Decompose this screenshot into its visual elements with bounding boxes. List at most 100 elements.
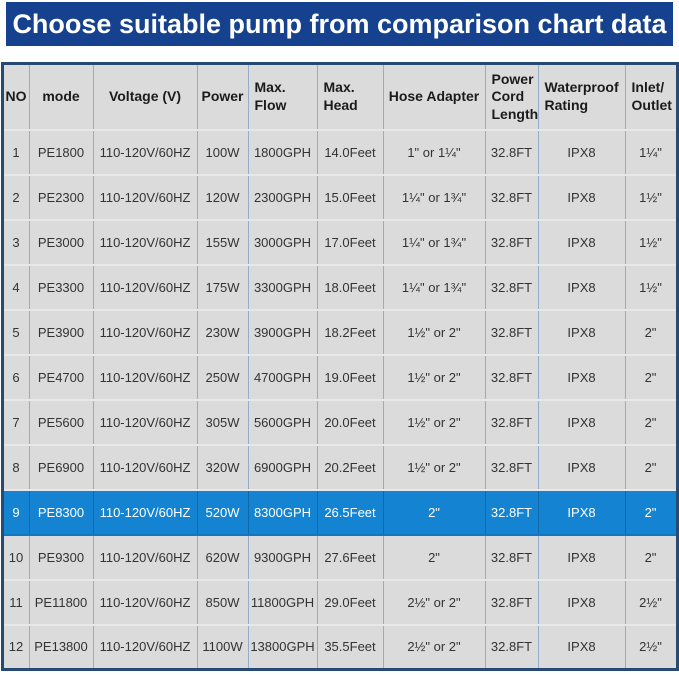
- table-row: 5 PE3900 110-120V/60HZ 230W 3900GPH 18.2…: [1, 308, 678, 356]
- cell-inlet-outlet: 1¼": [624, 128, 678, 176]
- cell-mode: PE3900: [28, 308, 94, 356]
- cell-power: 250W: [196, 353, 249, 401]
- cell-mode: PE3300: [28, 263, 94, 311]
- cell-max-head: 14.0Feet: [316, 128, 384, 176]
- cell-max-flow: 13800GPH: [247, 623, 318, 671]
- cell-power: 155W: [196, 218, 249, 266]
- cell-cord-length: 32.8FT: [484, 398, 539, 446]
- cell-max-head: 27.6Feet: [316, 533, 384, 581]
- cell-cord-length: 32.8FT: [484, 218, 539, 266]
- cell-no: 10: [1, 533, 30, 581]
- cell-power: 175W: [196, 263, 249, 311]
- cell-mode: PE1800: [28, 128, 94, 176]
- cell-waterproof: IPX8: [537, 443, 626, 491]
- cell-max-flow: 3000GPH: [247, 218, 318, 266]
- cell-mode: PE5600: [28, 398, 94, 446]
- col-header-waterproof: Waterproof Rating: [537, 62, 626, 131]
- cell-inlet-outlet: 2": [624, 353, 678, 401]
- cell-no: 12: [1, 623, 30, 671]
- cell-waterproof: IPX8: [537, 578, 626, 626]
- cell-cord-length: 32.8FT: [484, 623, 539, 671]
- cell-max-flow: 8300GPH: [247, 488, 318, 536]
- cell-inlet-outlet: 2": [624, 308, 678, 356]
- cell-inlet-outlet: 1½": [624, 218, 678, 266]
- cell-no: 4: [1, 263, 30, 311]
- cell-mode: PE13800: [28, 623, 94, 671]
- cell-mode: PE8300: [28, 488, 94, 536]
- cell-mode: PE3000: [28, 218, 94, 266]
- cell-voltage: 110-120V/60HZ: [92, 443, 198, 491]
- highlighted-row: 9 PE8300 110-120V/60HZ 520W 8300GPH 26.5…: [1, 488, 678, 536]
- col-header-voltage: Voltage (V): [92, 62, 198, 131]
- cell-max-head: 26.5Feet: [316, 488, 384, 536]
- cell-voltage: 110-120V/60HZ: [92, 353, 198, 401]
- cell-no: 6: [1, 353, 30, 401]
- cell-no: 2: [1, 173, 30, 221]
- table-row: 2 PE2300 110-120V/60HZ 120W 2300GPH 15.0…: [1, 173, 678, 221]
- cell-no: 11: [1, 578, 30, 626]
- cell-inlet-outlet: 2": [624, 443, 678, 491]
- cell-mode: PE11800: [28, 578, 94, 626]
- cell-hose-adapter: 1½" or 2": [382, 308, 486, 356]
- cell-power: 850W: [196, 578, 249, 626]
- col-header-mode: mode: [28, 62, 94, 131]
- cell-inlet-outlet: 1½": [624, 263, 678, 311]
- cell-mode: PE4700: [28, 353, 94, 401]
- cell-waterproof: IPX8: [537, 353, 626, 401]
- cell-waterproof: IPX8: [537, 263, 626, 311]
- pump-comparison-table: NO mode Voltage (V) Power Max. Flow Max.…: [0, 62, 679, 671]
- cell-power: 1100W: [196, 623, 249, 671]
- cell-cord-length: 32.8FT: [484, 263, 539, 311]
- cell-max-head: 15.0Feet: [316, 173, 384, 221]
- cell-max-head: 35.5Feet: [316, 623, 384, 671]
- cell-hose-adapter: 2½" or 2": [382, 578, 486, 626]
- cell-power: 230W: [196, 308, 249, 356]
- cell-power: 620W: [196, 533, 249, 581]
- cell-hose-adapter: 1" or 1¼": [382, 128, 486, 176]
- cell-inlet-outlet: 2": [624, 398, 678, 446]
- cell-cord-length: 32.8FT: [484, 578, 539, 626]
- cell-voltage: 110-120V/60HZ: [92, 398, 198, 446]
- cell-no: 3: [1, 218, 30, 266]
- cell-cord-length: 32.8FT: [484, 533, 539, 581]
- cell-max-flow: 11800GPH: [247, 578, 318, 626]
- table-row: 8 PE6900 110-120V/60HZ 320W 6900GPH 20.2…: [1, 443, 678, 491]
- cell-max-flow: 5600GPH: [247, 398, 318, 446]
- cell-mode: PE9300: [28, 533, 94, 581]
- col-header-cord-length: Power Cord Length: [484, 62, 539, 131]
- cell-max-head: 20.2Feet: [316, 443, 384, 491]
- cell-mode: PE6900: [28, 443, 94, 491]
- cell-cord-length: 32.8FT: [484, 443, 539, 491]
- col-header-hose-adapter: Hose Adapter: [382, 62, 486, 131]
- cell-power: 100W: [196, 128, 249, 176]
- cell-power: 520W: [196, 488, 249, 536]
- cell-no: 8: [1, 443, 30, 491]
- cell-cord-length: 32.8FT: [484, 173, 539, 221]
- table-row: 10 PE9300 110-120V/60HZ 620W 9300GPH 27.…: [1, 533, 678, 581]
- cell-voltage: 110-120V/60HZ: [92, 533, 198, 581]
- cell-max-flow: 1800GPH: [247, 128, 318, 176]
- cell-hose-adapter: 1½" or 2": [382, 398, 486, 446]
- cell-max-head: 17.0Feet: [316, 218, 384, 266]
- table-row: 1 PE1800 110-120V/60HZ 100W 1800GPH 14.0…: [1, 128, 678, 176]
- cell-max-flow: 3300GPH: [247, 263, 318, 311]
- cell-waterproof: IPX8: [537, 533, 626, 581]
- cell-voltage: 110-120V/60HZ: [92, 488, 198, 536]
- cell-hose-adapter: 2": [382, 488, 486, 536]
- table-row: 12 PE13800 110-120V/60HZ 1100W 13800GPH …: [1, 623, 678, 671]
- cell-waterproof: IPX8: [537, 128, 626, 176]
- table-header-row: NO mode Voltage (V) Power Max. Flow Max.…: [1, 62, 678, 131]
- cell-voltage: 110-120V/60HZ: [92, 623, 198, 671]
- cell-max-head: 18.2Feet: [316, 308, 384, 356]
- cell-max-flow: 9300GPH: [247, 533, 318, 581]
- cell-power: 320W: [196, 443, 249, 491]
- cell-no: 7: [1, 398, 30, 446]
- cell-max-flow: 3900GPH: [247, 308, 318, 356]
- cell-hose-adapter: 1¼" or 1¾": [382, 263, 486, 311]
- col-header-no: NO: [1, 62, 30, 131]
- cell-power: 120W: [196, 173, 249, 221]
- cell-hose-adapter: 1½" or 2": [382, 353, 486, 401]
- table-row: 7 PE5600 110-120V/60HZ 305W 5600GPH 20.0…: [1, 398, 678, 446]
- cell-max-head: 18.0Feet: [316, 263, 384, 311]
- cell-inlet-outlet: 2½": [624, 623, 678, 671]
